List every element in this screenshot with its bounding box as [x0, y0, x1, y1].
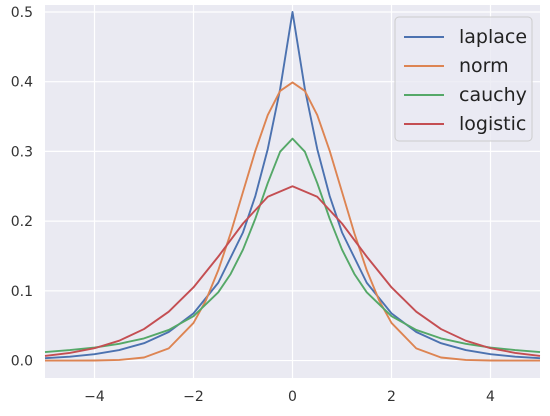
legend-label-laplace: laplace	[459, 26, 527, 48]
y-tick-label: 0.1	[11, 284, 33, 300]
x-tick-label: 2	[387, 389, 396, 405]
y-tick-label: 0.0	[11, 354, 33, 370]
y-tick-label: 0.2	[11, 214, 33, 230]
legend-box	[394, 16, 533, 142]
y-tick-label: 0.5	[11, 5, 33, 21]
x-tick-label: −2	[183, 389, 204, 405]
legend: laplace norm cauchy logistic	[394, 16, 533, 142]
x-tick-label: −4	[84, 389, 105, 405]
legend-label-logistic: logistic	[459, 113, 526, 135]
x-tick-labels: −4 −2 0 2 4	[84, 389, 495, 405]
series-line-norm	[45, 81, 540, 362]
y-tick-label: 0.4	[11, 75, 33, 91]
series-line-logistic	[44, 185, 541, 357]
series-line-laplace	[44, 11, 541, 360]
x-tick-label: 0	[288, 389, 297, 405]
series-lines	[44, 11, 541, 362]
legend-label-cauchy: cauchy	[459, 84, 527, 106]
y-tick-labels: 0.0 0.1 0.2 0.3 0.4 0.5	[11, 5, 33, 370]
legend-label-norm: norm	[459, 55, 509, 77]
y-tick-label: 0.3	[11, 144, 33, 160]
series-line-cauchy	[44, 137, 541, 354]
x-tick-label: 4	[486, 389, 495, 405]
